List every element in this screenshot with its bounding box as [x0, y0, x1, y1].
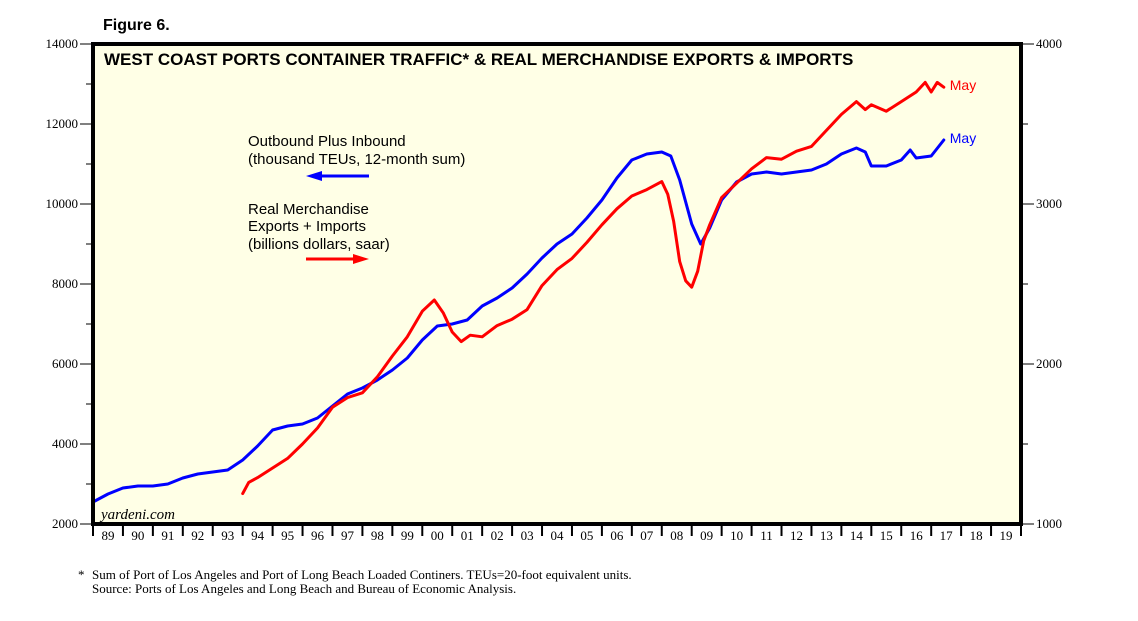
left-axis: 2000 4000 6000 8000 10000 12000 14000 [46, 36, 93, 531]
x-axis-tick-label: 05 [580, 528, 593, 543]
x-axis-tick-label: 10 [730, 528, 743, 543]
end-label-exports-imports: May [950, 77, 976, 93]
legend-red-line-2: Exports + Imports [248, 218, 366, 235]
right-axis-tick-label: 4000 [1036, 36, 1062, 51]
x-axis-tick-label: 90 [131, 528, 144, 543]
x-axis-tick-label: 99 [401, 528, 414, 543]
x-axis-tick-label: 89 [101, 528, 114, 543]
x-axis-tick-label: 01 [461, 528, 474, 543]
footnote-source: Source: Ports of Los Angeles and Long Be… [92, 581, 516, 596]
right-axis-tick-label: 2000 [1036, 356, 1062, 371]
figure-label: Figure 6. [103, 17, 170, 34]
footnotes: * Sum of Port of Los Angeles and Port of… [78, 567, 632, 596]
x-axis-tick-label: 94 [251, 528, 265, 543]
watermark: yardeni.com [99, 507, 175, 523]
x-axis-tick-label: 00 [431, 528, 444, 543]
x-axis: 89 90 91 92 93 94 95 96 97 98 99 00 01 02 03 04 05 06 07 08… [92, 524, 1022, 543]
x-axis-tick-label: 96 [311, 528, 325, 543]
left-axis-tick-label: 14000 [46, 36, 79, 51]
x-axis-tick-label: 15 [880, 528, 893, 543]
end-label-container-traffic: May [950, 130, 976, 146]
series-layer: May May [91, 77, 976, 504]
x-axis-tick-label: 93 [221, 528, 234, 543]
x-axis-tick-label: 03 [521, 528, 534, 543]
x-axis-tick-label: 02 [491, 528, 504, 543]
plot-background [93, 44, 1021, 524]
legend-blue: Outbound Plus Inbound (thousand TEUs, 12… [248, 133, 465, 181]
x-axis-tick-label: 07 [640, 528, 654, 543]
x-axis-tick-label: 04 [551, 528, 565, 543]
x-axis-tick-label: 13 [820, 528, 833, 543]
chart-title: WEST COAST PORTS CONTAINER TRAFFIC* & RE… [104, 50, 853, 69]
arrow-left-icon [306, 171, 369, 181]
x-axis-tick-label: 19 [1000, 528, 1013, 543]
x-axis-tick-label: 14 [850, 528, 864, 543]
legend-blue-line-1: Outbound Plus Inbound [248, 133, 406, 150]
arrow-right-icon [306, 254, 369, 264]
legend-blue-line-2: (thousand TEUs, 12-month sum) [248, 151, 465, 168]
legend-red-line-1: Real Merchandise [248, 201, 369, 218]
x-axis-tick-label: 92 [191, 528, 204, 543]
right-axis: 1000 2000 3000 4000 [1021, 36, 1062, 531]
footnote-definition: Sum of Port of Los Angeles and Port of L… [92, 567, 632, 582]
left-axis-tick-label: 4000 [52, 436, 78, 451]
x-axis-tick-label: 09 [700, 528, 713, 543]
x-axis-tick-label: 11 [760, 528, 773, 543]
x-axis-tick-label: 06 [610, 528, 624, 543]
x-axis-tick-label: 16 [910, 528, 924, 543]
x-axis-tick-label: 12 [790, 528, 803, 543]
legend-red-line-3: (billions dollars, saar) [248, 236, 390, 253]
series-line-container-traffic [91, 138, 946, 504]
x-axis-tick-label: 95 [281, 528, 294, 543]
plot-frame [91, 42, 1023, 526]
x-axis-tick-label: 98 [371, 528, 384, 543]
left-axis-tick-label: 12000 [46, 116, 79, 131]
x-axis-tick-label: 91 [161, 528, 174, 543]
x-axis-tick-label: 97 [341, 528, 355, 543]
x-axis-tick-label: 08 [670, 528, 683, 543]
left-axis-tick-label: 6000 [52, 356, 78, 371]
left-axis-tick-label: 10000 [46, 196, 79, 211]
x-axis-tick-label: 18 [970, 528, 983, 543]
legend-red: Real Merchandise Exports + Imports (bill… [248, 201, 390, 264]
series-line-exports-imports [241, 80, 946, 496]
footnote-asterisk: * [78, 567, 85, 582]
right-axis-tick-label: 3000 [1036, 196, 1062, 211]
left-axis-tick-label: 2000 [52, 516, 78, 531]
left-axis-tick-label: 8000 [52, 276, 78, 291]
x-axis-tick-label: 17 [940, 528, 954, 543]
right-axis-tick-label: 1000 [1036, 516, 1062, 531]
